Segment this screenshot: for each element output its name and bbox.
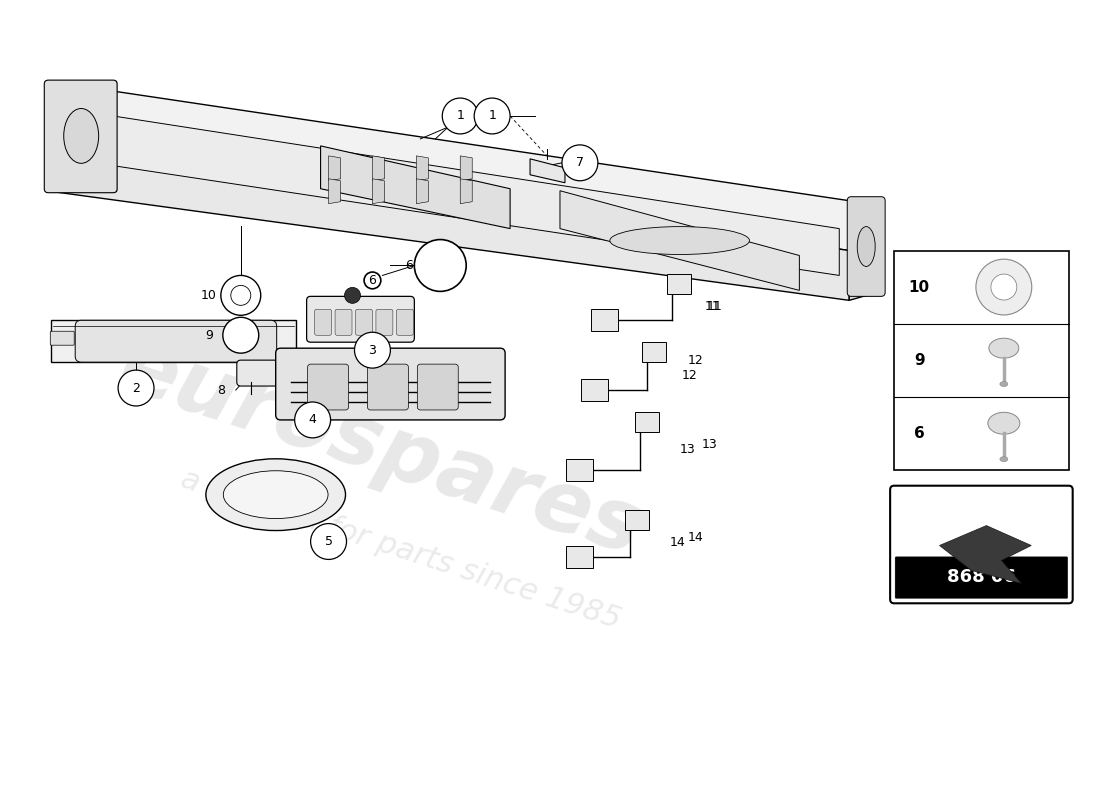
Text: 12: 12 [682, 369, 697, 382]
Text: 10: 10 [909, 279, 929, 294]
FancyBboxPatch shape [417, 364, 459, 410]
Text: 8: 8 [217, 383, 224, 397]
Polygon shape [52, 320, 296, 362]
FancyBboxPatch shape [308, 364, 349, 410]
Ellipse shape [223, 470, 328, 518]
Text: 3: 3 [368, 344, 376, 357]
Circle shape [562, 145, 598, 181]
Text: 868 06: 868 06 [947, 568, 1016, 586]
Polygon shape [329, 156, 341, 181]
Polygon shape [560, 190, 800, 290]
Circle shape [415, 239, 466, 291]
Polygon shape [460, 178, 472, 204]
Ellipse shape [609, 226, 749, 254]
Text: 14: 14 [688, 531, 703, 544]
FancyBboxPatch shape [336, 310, 352, 335]
Text: 5: 5 [324, 535, 332, 548]
Circle shape [991, 274, 1016, 300]
Ellipse shape [206, 458, 345, 530]
Text: 1: 1 [488, 102, 496, 115]
Text: 10: 10 [201, 289, 217, 302]
FancyBboxPatch shape [307, 296, 415, 342]
Circle shape [221, 275, 261, 315]
Text: 1: 1 [456, 110, 464, 122]
Text: 4: 4 [309, 414, 317, 426]
FancyBboxPatch shape [591, 310, 618, 331]
Polygon shape [46, 81, 849, 250]
Circle shape [442, 98, 478, 134]
Circle shape [474, 98, 510, 134]
Polygon shape [530, 159, 565, 182]
Text: 6: 6 [406, 259, 414, 272]
Circle shape [118, 370, 154, 406]
FancyBboxPatch shape [625, 510, 649, 530]
Ellipse shape [64, 109, 99, 163]
FancyBboxPatch shape [276, 348, 505, 420]
FancyBboxPatch shape [667, 274, 691, 294]
FancyBboxPatch shape [51, 331, 74, 345]
Text: 9: 9 [914, 353, 924, 368]
FancyBboxPatch shape [396, 310, 414, 335]
Circle shape [344, 287, 361, 303]
Text: 11: 11 [706, 300, 723, 313]
FancyBboxPatch shape [44, 80, 117, 193]
Circle shape [976, 259, 1032, 315]
FancyBboxPatch shape [894, 250, 1069, 470]
Text: 9: 9 [205, 329, 212, 342]
Polygon shape [329, 178, 341, 204]
FancyBboxPatch shape [635, 412, 659, 432]
Circle shape [223, 318, 258, 353]
Ellipse shape [1000, 382, 1008, 386]
Text: 14: 14 [670, 536, 685, 549]
Text: 6: 6 [368, 274, 376, 287]
Polygon shape [46, 81, 117, 190]
Polygon shape [46, 136, 849, 300]
Text: 11: 11 [705, 300, 720, 313]
Text: a passion for parts since 1985: a passion for parts since 1985 [177, 465, 624, 634]
Text: 13: 13 [702, 438, 717, 451]
FancyBboxPatch shape [581, 379, 608, 401]
Circle shape [310, 523, 346, 559]
Polygon shape [460, 156, 472, 181]
Polygon shape [939, 526, 1032, 583]
FancyBboxPatch shape [641, 342, 666, 362]
FancyBboxPatch shape [236, 360, 279, 386]
FancyBboxPatch shape [847, 197, 886, 296]
Text: 7: 7 [576, 156, 584, 170]
FancyBboxPatch shape [566, 546, 593, 569]
Polygon shape [320, 146, 510, 229]
Ellipse shape [988, 412, 1020, 434]
Polygon shape [416, 156, 428, 181]
Circle shape [231, 286, 251, 306]
FancyBboxPatch shape [895, 557, 1068, 598]
Text: 12: 12 [688, 354, 703, 366]
Text: 1: 1 [488, 110, 496, 122]
FancyBboxPatch shape [566, 458, 593, 481]
Text: 6: 6 [914, 426, 924, 441]
Ellipse shape [857, 226, 876, 266]
Text: eurospares: eurospares [109, 326, 652, 574]
Circle shape [354, 332, 390, 368]
Text: 13: 13 [680, 443, 695, 456]
Polygon shape [81, 111, 839, 275]
Polygon shape [373, 156, 384, 181]
FancyBboxPatch shape [376, 310, 393, 335]
Polygon shape [849, 201, 884, 300]
Polygon shape [416, 178, 428, 204]
FancyBboxPatch shape [355, 310, 373, 335]
Ellipse shape [989, 338, 1019, 358]
Polygon shape [373, 178, 384, 204]
Ellipse shape [1000, 457, 1008, 462]
Circle shape [295, 402, 331, 438]
FancyBboxPatch shape [315, 310, 331, 335]
FancyBboxPatch shape [367, 364, 408, 410]
FancyBboxPatch shape [890, 486, 1072, 603]
FancyBboxPatch shape [75, 320, 277, 362]
Text: 2: 2 [132, 382, 140, 394]
